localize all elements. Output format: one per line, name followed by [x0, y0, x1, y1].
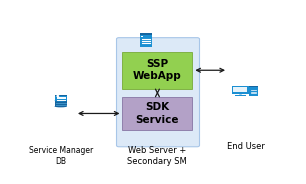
- FancyBboxPatch shape: [140, 33, 152, 35]
- Text: Service Manager
DB: Service Manager DB: [29, 146, 93, 166]
- Text: End User: End User: [227, 142, 265, 151]
- FancyBboxPatch shape: [122, 97, 192, 130]
- Ellipse shape: [54, 105, 67, 107]
- FancyBboxPatch shape: [55, 95, 67, 101]
- FancyBboxPatch shape: [232, 86, 248, 94]
- Text: Web Server +
Secondary SM: Web Server + Secondary SM: [127, 146, 187, 166]
- FancyBboxPatch shape: [54, 101, 67, 106]
- FancyBboxPatch shape: [249, 86, 258, 95]
- FancyBboxPatch shape: [233, 87, 247, 92]
- Text: SDK
Service: SDK Service: [136, 102, 179, 125]
- FancyBboxPatch shape: [117, 38, 200, 147]
- FancyBboxPatch shape: [140, 33, 152, 47]
- Ellipse shape: [54, 100, 67, 102]
- FancyBboxPatch shape: [122, 52, 192, 89]
- FancyBboxPatch shape: [249, 86, 258, 87]
- FancyBboxPatch shape: [234, 95, 246, 96]
- Text: SSP
WebApp: SSP WebApp: [133, 59, 182, 82]
- FancyBboxPatch shape: [141, 36, 143, 37]
- FancyBboxPatch shape: [55, 95, 67, 96]
